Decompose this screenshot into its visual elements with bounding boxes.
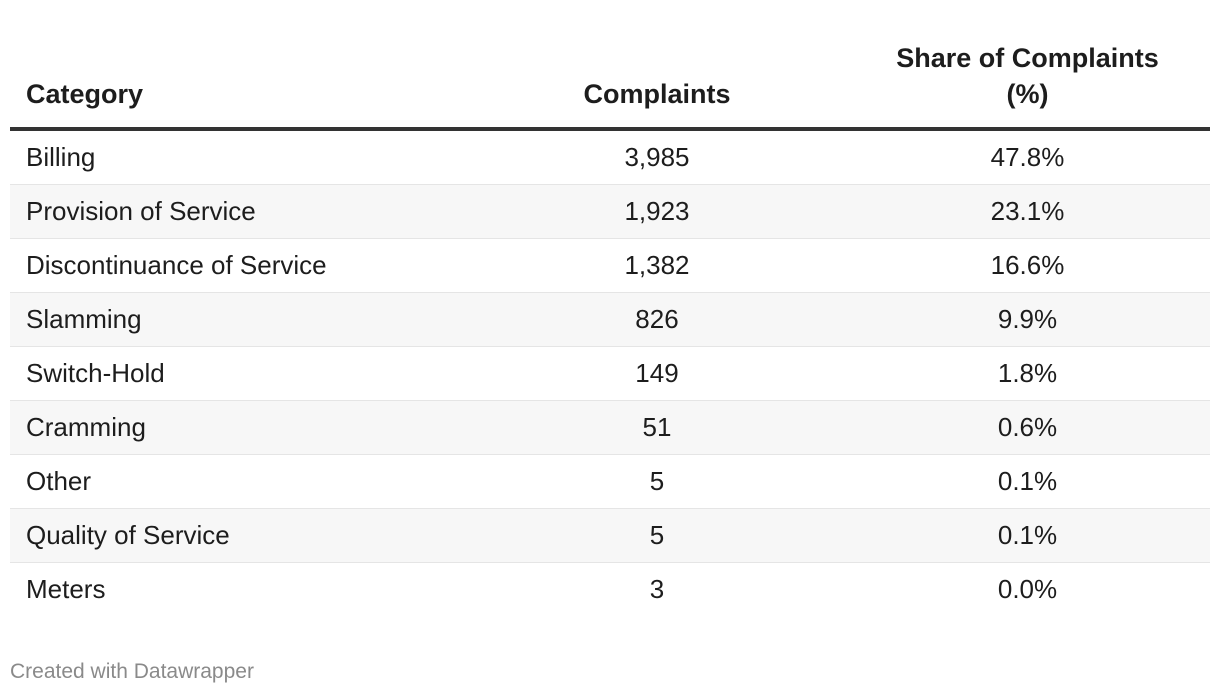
cell-share: 23.1%	[845, 184, 1210, 239]
cell-share: 0.6%	[845, 400, 1210, 455]
table-row: Discontinuance of Service 1,382 16.6%	[10, 238, 1210, 293]
header-share-label: Share of Complaints (%)	[896, 43, 1159, 109]
cell-category: Slamming	[10, 292, 469, 347]
table-row: Provision of Service 1,923 23.1%	[10, 184, 1210, 239]
table-body: Billing 3,985 47.8% Provision of Service…	[10, 129, 1210, 616]
cell-complaints: 5	[469, 508, 845, 563]
cell-complaints: 51	[469, 400, 845, 455]
cell-complaints: 3	[649, 574, 665, 604]
cell-category: Switch-Hold	[10, 346, 469, 401]
header-row: Category Complaints Share of Complaints …	[10, 40, 1210, 129]
table-header: Category Complaints Share of Complaints …	[10, 40, 1210, 129]
cell-complaints: 1,382	[469, 238, 845, 293]
table-row: Other 5 0.1%	[10, 454, 1210, 509]
table-row: Billing 3,985 47.8%	[10, 129, 1210, 185]
cell-share: 0.0%	[997, 574, 1058, 604]
cell-complaints: 3,985	[469, 129, 845, 185]
table-row: Switch-Hold 149 1.8%	[10, 346, 1210, 401]
cell-complaints: 5	[469, 454, 845, 509]
cell-category: Quality of Service	[10, 508, 469, 563]
cell-share: 0.1%	[845, 508, 1210, 563]
cell-share: 9.9%	[845, 292, 1210, 347]
cell-category: Other	[10, 454, 469, 509]
table-row: Slamming 826 9.9%	[10, 292, 1210, 347]
table-row: Meters 3 0.0%	[10, 563, 1210, 617]
header-complaints[interactable]: Complaints	[583, 79, 731, 109]
table-row: Quality of Service 5 0.1%	[10, 508, 1210, 563]
complaints-table: Category Complaints Share of Complaints …	[10, 40, 1210, 616]
cell-share: 16.6%	[845, 238, 1210, 293]
cell-complaints: 149	[469, 346, 845, 401]
cell-category: Provision of Service	[10, 184, 469, 239]
cell-complaints: 826	[469, 292, 845, 347]
cell-share: 47.8%	[845, 129, 1210, 185]
cell-share: 0.1%	[845, 454, 1210, 509]
cell-category: Cramming	[10, 400, 469, 455]
cell-category: Billing	[10, 129, 469, 185]
footer-credit[interactable]: Created with Datawrapper	[10, 660, 254, 683]
table-row: Cramming 51 0.6%	[10, 400, 1210, 455]
cell-category: Meters	[26, 574, 106, 604]
cell-share: 1.8%	[845, 346, 1210, 401]
cell-category: Discontinuance of Service	[10, 238, 469, 293]
cell-complaints: 1,923	[469, 184, 845, 239]
header-category[interactable]: Category	[26, 79, 144, 109]
header-share[interactable]: Share of Complaints (%)	[845, 40, 1210, 129]
complaints-table-container: Category Complaints Share of Complaints …	[10, 40, 1210, 616]
